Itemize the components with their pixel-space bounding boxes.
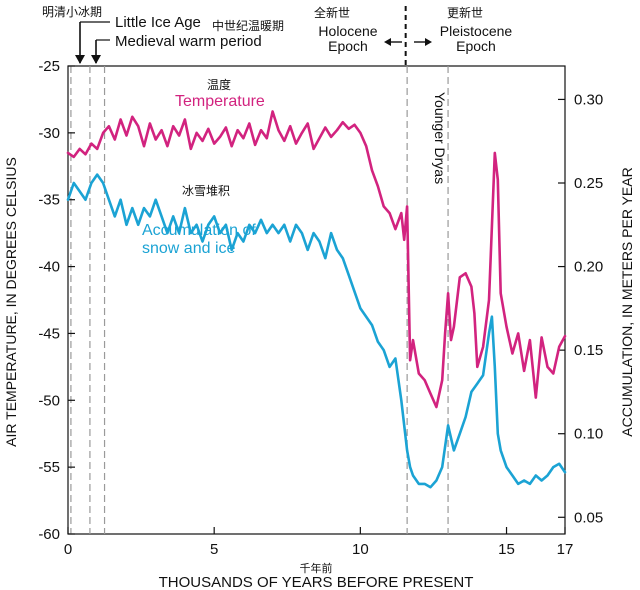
vertical-markers xyxy=(70,6,449,534)
x-axis-title-zh: 千年前 xyxy=(300,561,333,575)
y-right-tick-label: 0.25 xyxy=(574,175,603,192)
x-tick-label: 10 xyxy=(352,541,369,558)
little-ice-age-label: Little Ice Age xyxy=(115,14,201,31)
axis-ticks: 0 5 10 15 17 -25 -30 -35 -40 -45 -50 -55 -60 0.30 0.25… xyxy=(38,58,603,558)
holocene-epoch-label: Epoch xyxy=(328,38,368,54)
y-right-tick-label: 0.30 xyxy=(574,91,603,108)
little-ice-age-arrowhead xyxy=(75,55,85,64)
y-left-tick-label: -55 xyxy=(38,459,60,476)
plot-frame xyxy=(67,65,566,535)
y-left-tick-label: -45 xyxy=(38,325,60,342)
y-right-tick-label: 0.15 xyxy=(574,342,603,359)
y-left-tick-label: -35 xyxy=(38,192,60,209)
accumulation-label-line1: Accumulation of xyxy=(142,222,256,239)
y-right-tick-label: 0.10 xyxy=(574,426,603,443)
temperature-zh-label: 温度 xyxy=(207,77,231,92)
x-axis-title: THOUSANDS OF YEARS BEFORE PRESENT xyxy=(159,574,474,590)
accumulation-label-line2: snow and ice xyxy=(142,240,235,257)
accumulation-zh-label: 冰雪堆积 xyxy=(182,184,230,198)
pleistocene-arrowhead xyxy=(425,38,432,46)
x-tick-label: 5 xyxy=(210,541,218,558)
x-tick-label: 17 xyxy=(557,541,574,558)
holocene-label: Holocene xyxy=(318,23,377,39)
y-left-tick-label: -40 xyxy=(38,259,60,276)
y-right-tick-label: 0.05 xyxy=(574,509,603,526)
y-left-tick-label: -25 xyxy=(38,58,60,75)
y-right-tick-label: 0.20 xyxy=(574,259,603,276)
y-left-tick-label: -60 xyxy=(38,526,60,543)
medieval-zh-label: 中世纪温暖期 xyxy=(212,18,284,33)
y-left-axis-title: AIR TEMPERATURE, IN DEGREES CELSIUS xyxy=(3,157,19,447)
holocene-zh-label: 全新世 xyxy=(314,5,350,20)
y-left-tick-label: -30 xyxy=(38,125,60,142)
y-right-axis-title: ACCUMULATION, IN METERS PER YEAR xyxy=(619,167,635,436)
younger-dryas-label: Younger Dryas xyxy=(432,92,448,184)
y-left-tick-label: -50 xyxy=(38,392,60,409)
holocene-arrowhead xyxy=(384,38,391,46)
medieval-arrowhead xyxy=(91,55,101,64)
accumulation-series-line xyxy=(66,173,567,489)
pleistocene-zh-label: 更新世 xyxy=(447,5,483,20)
x-tick-label: 0 xyxy=(64,541,72,558)
pleistocene-epoch-label: Epoch xyxy=(456,38,496,54)
temperature-series-line xyxy=(66,110,567,409)
pleistocene-label: Pleistocene xyxy=(440,23,513,39)
medieval-label: Medieval warm period xyxy=(115,33,262,50)
little-ice-age-zh-label: 明清小冰期 xyxy=(42,5,102,19)
temperature-label: Temperature xyxy=(175,93,265,110)
series-group xyxy=(66,110,567,489)
x-tick-label: 15 xyxy=(498,541,515,558)
